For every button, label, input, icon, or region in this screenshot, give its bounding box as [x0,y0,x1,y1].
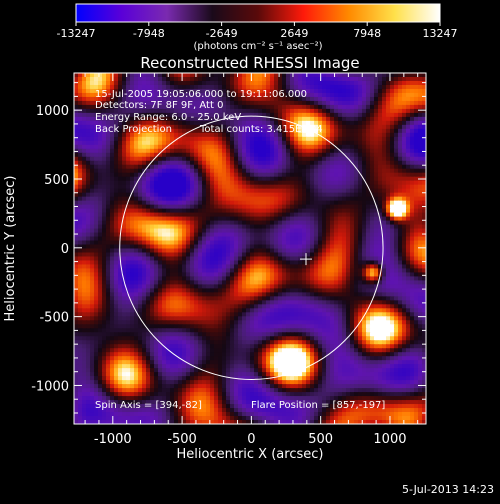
y-tick-label: -1000 [31,379,69,394]
colorbar-tick-label: 7948 [353,27,381,40]
x-tick-label: 0 [247,432,255,447]
x-axis-label: Heliocentric X (arcsec) [177,447,324,462]
annotation-flare-position: Flare Position = [857,-197] [251,400,385,411]
colorbar-tick-label: -7948 [133,27,165,40]
colorbar-unit-label: (photons cm⁻² s⁻¹ asec⁻²) [193,41,322,52]
y-axis-label: Heliocentric Y (arcsec) [3,176,18,322]
y-tick-label: 0 [61,242,69,257]
annotation-detectors: Detectors: 7F 8F 9F, Att 0 [95,100,223,111]
annotation-method: Back Projection [95,124,172,135]
annotation-spin-axis: Spin Axis = [394,-82] [95,400,202,411]
annotation-time: 15-Jul-2005 19:05:06.000 to 19:11:06.000 [95,89,307,100]
chart-title: Reconstructed RHESSI Image [140,54,359,72]
x-tick-label: -500 [167,432,197,447]
colorbar-tick-label: -13247 [57,27,96,40]
colorbar-tick-label: -2649 [206,27,238,40]
annotation-counts: Total counts: 3.415E+04 [199,124,323,135]
footer-date: 5-Jul-2013 14:23 [402,483,494,496]
y-tick-label: 500 [44,173,69,188]
x-tick-label: 1000 [373,432,406,447]
colorbar-tick-label: 13247 [423,27,458,40]
colorbar [76,4,440,22]
colorbar-ticks: -13247 -7948 -2649 2649 7948 13247 [57,22,458,40]
annotation-energy: Energy Range: 6.0 - 25.0 keV [95,112,241,123]
y-tick-label: -500 [39,311,69,326]
x-tick-label: 500 [308,432,333,447]
x-tick-label: -1000 [94,432,132,447]
y-tick-label: 1000 [36,104,69,119]
colorbar-tick-label: 2649 [280,27,308,40]
